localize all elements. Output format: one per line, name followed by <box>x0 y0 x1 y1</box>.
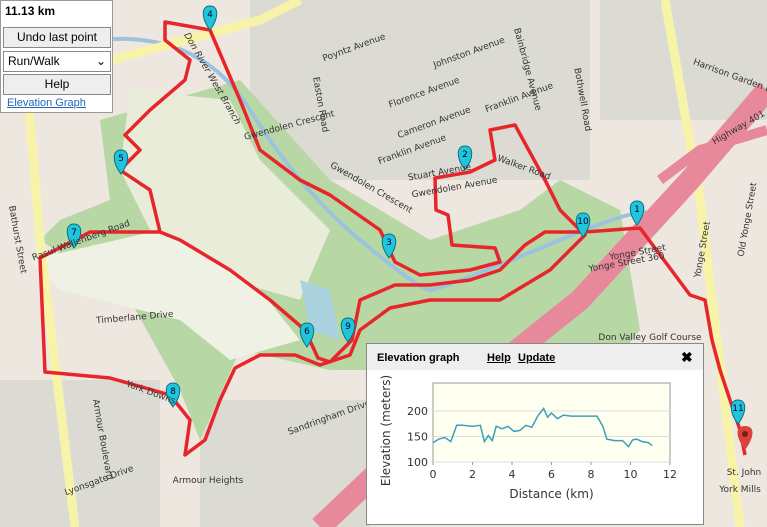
route-marker: 7 <box>66 223 82 249</box>
park-open <box>30 230 300 360</box>
panel-title: Elevation graph <box>377 352 460 364</box>
x-axis-label: Distance (km) <box>509 487 593 501</box>
street-label: York Mills <box>718 485 761 495</box>
marker-label: 5 <box>118 154 124 164</box>
marker-label: 2 <box>462 150 468 160</box>
close-button[interactable]: ✖ <box>681 349 693 365</box>
marker-pin <box>457 145 473 171</box>
marker-label: 3 <box>386 238 392 248</box>
route-marker: 9 <box>340 317 356 343</box>
y-axis-label: Elevation (meters) <box>379 375 393 486</box>
panel-header: Elevation graph Help Update ✖ <box>367 344 703 370</box>
x-tick-label: 2 <box>469 468 476 481</box>
marker-label: 4 <box>207 10 213 20</box>
park-open <box>120 90 330 300</box>
undo-button[interactable]: Undo last point <box>3 27 111 48</box>
route-marker: 11 <box>730 399 746 425</box>
route-marker: 1 <box>629 200 645 226</box>
route <box>38 20 747 457</box>
route-marker: 10 <box>575 212 591 238</box>
route-marker: 6 <box>299 322 315 348</box>
marker-pin <box>299 322 315 348</box>
marker-pin <box>381 233 397 259</box>
marker-pin <box>202 5 218 31</box>
street-label: Don Valley Golf Course <box>598 333 702 343</box>
update-link[interactable]: Update <box>518 352 556 364</box>
route-marker: 5 <box>113 149 129 175</box>
help-button[interactable]: Help <box>3 74 111 95</box>
y-tick-label: 200 <box>407 405 428 418</box>
distance: 11.13 km <box>5 4 56 18</box>
marker-pin <box>113 149 129 175</box>
x-tick-label: 4 <box>509 468 516 481</box>
elevation-link[interactable]: Elevation Graph <box>7 97 86 109</box>
x-tick-label: 10 <box>624 468 638 481</box>
street-label: St. John <box>727 468 762 478</box>
road <box>660 0 745 527</box>
end-marker <box>737 426 753 450</box>
river <box>99 36 652 293</box>
help-link[interactable]: Help <box>487 352 511 364</box>
marker-label: 7 <box>71 228 77 238</box>
marker-pin <box>165 382 181 408</box>
route-marker: 8 <box>165 382 181 408</box>
mode-select[interactable]: Run/Walk ⌄ <box>3 51 111 72</box>
elevation-line <box>432 407 653 448</box>
marker-label: 9 <box>345 322 351 332</box>
mode-value: Run/Walk <box>8 54 60 68</box>
route-marker: 3 <box>381 233 397 259</box>
route-marker: 2 <box>457 145 473 171</box>
highway <box>657 125 767 184</box>
marker-label: 11 <box>732 404 743 414</box>
x-tick-label: 12 <box>663 468 677 481</box>
marker-pin <box>629 200 645 226</box>
marker-label: 10 <box>577 217 589 227</box>
elevation-chart: 100 150 200 0 2 4 6 8 10 12 Distance (km) Elevation… <box>379 375 677 501</box>
street-label: Armour Heights <box>173 476 244 486</box>
x-tick-label: 8 <box>588 468 595 481</box>
y-tick-label: 100 <box>407 456 428 469</box>
marker-label: 1 <box>634 205 640 215</box>
plot-area <box>432 382 671 463</box>
y-tick-label: 150 <box>407 431 428 444</box>
route-marker: 4 <box>202 5 218 31</box>
marker-pin <box>66 223 82 249</box>
control-panel: 11.13 km Undo last point Run/Walk ⌄ Help … <box>0 0 113 113</box>
marker-label: 6 <box>304 327 310 337</box>
marker-pin <box>340 317 356 343</box>
x-tick-label: 0 <box>430 468 437 481</box>
x-tick-label: 6 <box>548 468 555 481</box>
marker-pin <box>730 399 746 425</box>
marker-pin <box>575 212 591 238</box>
marker-label: 8 <box>170 387 176 397</box>
